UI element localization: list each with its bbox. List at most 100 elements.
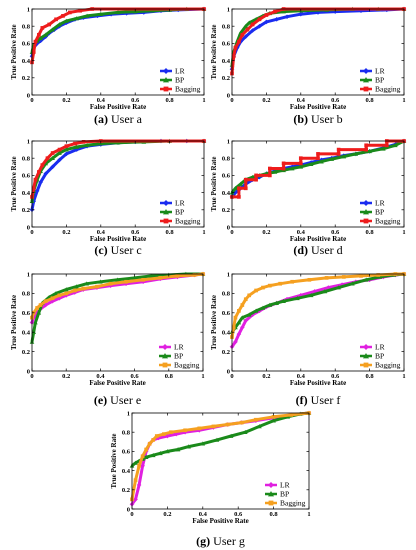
data-point [329,156,335,161]
data-point [197,426,202,431]
data-point [381,146,386,151]
x-tick-label: 0 [230,373,233,380]
data-point [308,161,314,167]
legend-label: LR [375,343,385,352]
y-tick-label: 0.8 [22,24,31,31]
data-point [250,22,255,27]
x-tick-label: 0.4 [97,97,106,104]
series-lr [29,6,207,59]
data-point [289,413,294,417]
y-tick-label: 0 [127,506,130,513]
y-tick-label: 0.8 [122,430,131,437]
data-point [336,147,341,152]
legend-marker [163,77,169,83]
x-tick-label: 1 [402,97,405,104]
data-point [95,284,99,289]
series-line [230,139,405,194]
series-line [230,7,404,66]
data-point [268,166,272,171]
data-point [257,23,262,29]
data-point [140,454,145,459]
data-point [245,27,250,32]
data-point [319,159,324,164]
data-point [240,32,245,37]
data-point [43,302,48,308]
data-point [74,284,79,289]
legend-marker [363,77,369,83]
data-point [136,482,142,488]
data-point [272,169,278,174]
x-tick-label: 0.4 [297,373,306,380]
roc-panel-4: 0 0.2 0.4 0.6 0.8 1 0 0.2 0.4 0.6 0.8 1 False Positi… [210,138,407,257]
data-point [341,154,347,159]
caption-user: User f [308,393,341,407]
x-tick-label: 0.2 [62,97,70,104]
data-point [57,22,62,27]
data-point [183,428,187,433]
data-point [268,173,272,178]
legend-label: LR [175,67,185,76]
y-tick-label: 0.2 [222,75,230,82]
y-tick-label: 0.2 [122,487,130,494]
series-lr [229,6,407,72]
y-tick-label: 1 [227,6,230,13]
data-point [271,418,276,423]
y-tick-label: 1 [27,271,30,278]
legend-marker [163,86,169,92]
series-bagging [30,272,205,320]
data-point [358,8,364,14]
data-point [250,174,255,179]
legend-label: BP [375,76,384,85]
x-tick-label: 0.2 [262,97,270,104]
x-tick-label: 0 [30,97,33,104]
y-tick-label: 1 [27,138,30,145]
series-lr [229,138,407,200]
x-tick-label: 0.8 [165,373,174,380]
roc-panel-2: 0 0.2 0.4 0.6 0.8 1 0 0.2 0.4 0.6 0.8 1 False Positi… [210,6,407,126]
legend-label: LR [375,199,385,208]
data-point [242,429,248,435]
panel-caption: (e) User e [94,393,141,407]
caption-user: User g [210,534,245,548]
y-axis-label: True Positive Rate [210,295,218,350]
data-point [43,299,48,303]
data-point [281,298,286,303]
data-point [133,497,138,502]
x-tick-label: 0.6 [131,229,140,236]
legend-label: BP [280,490,289,499]
data-point [182,429,188,435]
legend-marker [163,218,169,224]
data-point [240,315,245,320]
x-axis-label: False Positive Rate [290,103,346,111]
data-point [68,10,72,15]
legend-label: BP [175,208,184,217]
data-point [295,295,300,301]
data-point [123,281,129,286]
data-point [165,433,170,439]
data-point [57,147,62,152]
x-tick-label: 1 [202,229,205,236]
y-axis-label: True Positive Rate [210,156,218,211]
y-tick-label: 0.2 [22,207,30,214]
plot-frame [231,140,405,228]
data-point [192,273,197,277]
y-tick-label: 0.2 [222,207,230,214]
data-point [132,275,137,280]
y-tick-label: 0 [27,92,30,99]
x-tick-label: 0.4 [97,229,106,236]
data-point [37,170,41,174]
data-point [81,140,86,144]
y-tick-label: 0.8 [22,156,31,163]
data-point [50,151,55,155]
x-tick-label: 0.8 [166,229,175,236]
plot-frame [31,273,204,372]
y-tick-label: 0 [227,368,230,375]
data-point [243,318,249,323]
x-tick-label: 0.4 [96,373,105,380]
x-tick-label: 0.2 [62,229,70,236]
legend-label: Bagging [280,499,306,508]
data-point [260,305,266,310]
panel-caption: (g) User g [196,534,245,548]
